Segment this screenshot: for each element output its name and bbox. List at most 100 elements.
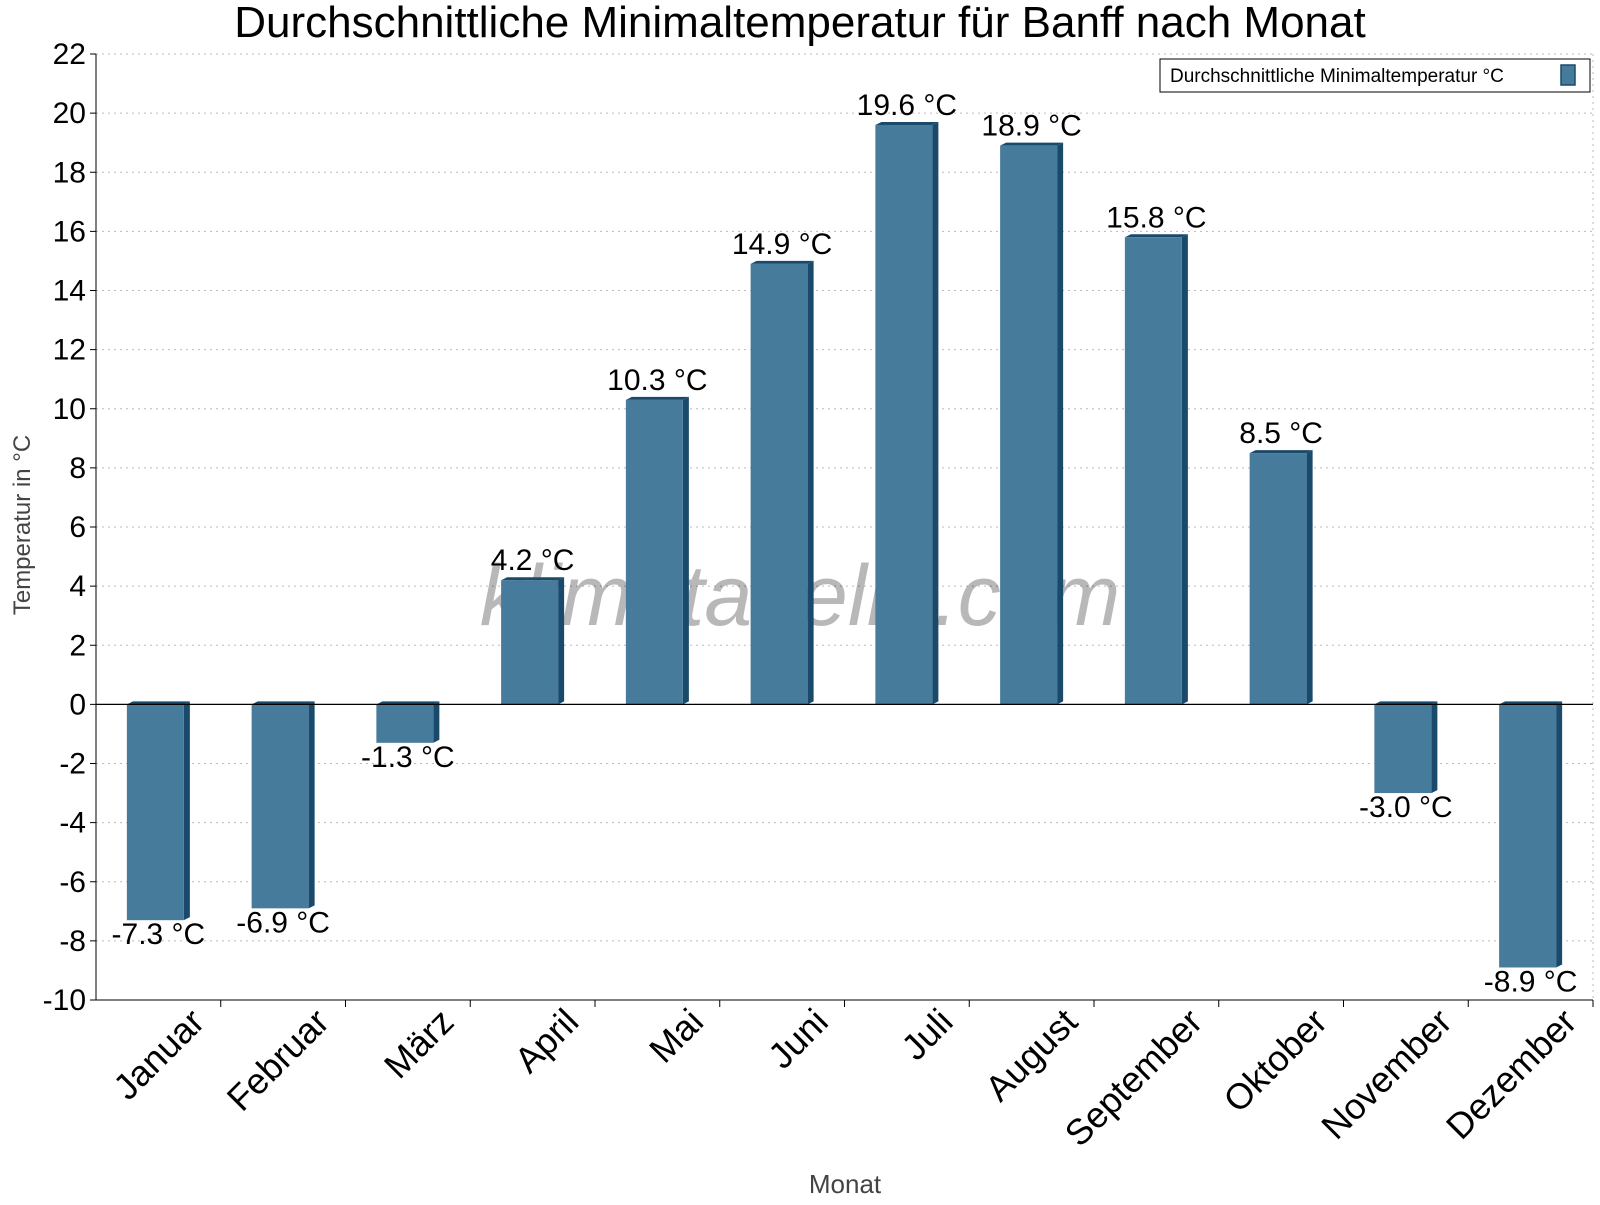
legend-label: Durchschnittliche Minimaltemperatur °C: [1170, 66, 1504, 87]
bar-top: [1000, 142, 1064, 146]
bar-top: [1499, 701, 1563, 705]
bar-side: [932, 121, 939, 705]
bars: [126, 121, 1563, 968]
x-tick-label: Juli: [893, 1001, 960, 1068]
y-tick-label: 12: [53, 334, 86, 367]
bar-side: [1431, 701, 1438, 794]
data-label: -8.9 °C: [1484, 965, 1578, 998]
y-tick-label: 16: [53, 215, 86, 248]
bar-front: [1124, 237, 1182, 705]
data-label: -6.9 °C: [236, 906, 330, 939]
bar-side: [433, 701, 440, 743]
bar-top: [625, 396, 689, 400]
x-tick-label: November: [1313, 1001, 1459, 1147]
data-label: 10.3 °C: [607, 364, 707, 397]
y-tick-label: 4: [69, 570, 86, 603]
y-tick-label: 10: [53, 393, 86, 426]
bar-front: [625, 399, 683, 705]
bar-front: [1499, 704, 1557, 968]
bar-januar: [126, 701, 190, 921]
x-tick-label: September: [1057, 1001, 1211, 1155]
bar-front: [875, 124, 933, 705]
x-tick-label: Dezember: [1438, 1001, 1584, 1147]
bar-side: [1057, 142, 1064, 705]
bar-side: [183, 701, 190, 921]
bar-september: [1124, 234, 1188, 705]
bar-front: [1374, 704, 1432, 794]
x-tick-label: Juni: [760, 1001, 836, 1077]
bar-dezember: [1499, 701, 1563, 968]
bar-side: [682, 396, 689, 705]
bar-top: [501, 577, 565, 581]
y-tick-label: -10: [43, 984, 86, 1017]
data-label: 19.6 °C: [857, 89, 957, 122]
y-tick-label: -4: [59, 807, 86, 840]
bar-top: [1374, 701, 1438, 705]
x-tick-label: März: [376, 1001, 462, 1087]
x-tick-label: Mai: [641, 1001, 711, 1071]
y-tick-label: 20: [53, 97, 86, 130]
data-label: -1.3 °C: [361, 741, 455, 774]
bar-juni: [750, 260, 814, 705]
data-label: 18.9 °C: [981, 110, 1081, 143]
x-axis-title: Monat: [809, 1169, 882, 1199]
y-tick-label: 8: [69, 452, 86, 485]
y-tick-label: -6: [59, 866, 86, 899]
bar-top: [1249, 450, 1313, 454]
y-tick-label: 6: [69, 511, 86, 544]
bar-side: [1181, 234, 1188, 705]
data-label: -3.0 °C: [1359, 791, 1453, 824]
bar-side: [558, 577, 565, 705]
bar-top: [126, 701, 190, 705]
x-tick-label: Februar: [219, 1001, 337, 1119]
data-label: 4.2 °C: [491, 544, 575, 577]
bar-top: [251, 701, 315, 705]
bar-front: [126, 704, 184, 921]
bar-top: [750, 260, 814, 264]
bar-juli: [875, 121, 939, 705]
bar-side: [807, 260, 814, 705]
chart-title: Durchschnittliche Minimaltemperatur für …: [234, 0, 1365, 47]
x-tick-label: Januar: [105, 1001, 212, 1108]
bar-side: [1306, 450, 1313, 705]
bar-front: [1249, 453, 1307, 705]
y-tick-label: 22: [53, 38, 86, 71]
bar-märz: [376, 701, 440, 743]
y-axis-title: Temperatur in °C: [9, 435, 36, 615]
bar-front: [376, 704, 434, 743]
bar-front: [501, 580, 559, 705]
x-tick-label: August: [977, 1001, 1085, 1109]
y-tick-label: 0: [69, 688, 86, 721]
bar-top: [376, 701, 440, 705]
bar-april: [501, 577, 565, 705]
x-tick-label: April: [506, 1001, 586, 1081]
bar-august: [1000, 142, 1064, 705]
bar-top: [1124, 234, 1188, 238]
legend-box: [1159, 58, 1591, 93]
bar-top: [875, 121, 939, 125]
x-tick-label: Oktober: [1215, 1001, 1335, 1121]
bar-mai: [625, 396, 689, 705]
bar-november: [1374, 701, 1438, 794]
bar-front: [251, 704, 309, 909]
bar-front: [1000, 145, 1058, 705]
bar-front: [750, 263, 808, 705]
grid-lines: [96, 53, 1594, 1001]
y-tick-label: -2: [59, 748, 86, 781]
data-labels: -7.3 °C -6.9 °C -1.3 °C 4.2 °C 10.3 °C 14.9 °…: [112, 89, 1578, 999]
data-label: 15.8 °C: [1106, 201, 1206, 234]
bar-side: [308, 701, 315, 909]
data-label: 8.5 °C: [1239, 417, 1323, 450]
legend: Durchschnittliche Minimaltemperatur °C: [1159, 58, 1591, 93]
bar-februar: [251, 701, 315, 909]
data-label: -7.3 °C: [112, 918, 206, 951]
y-tick-label: 2: [69, 629, 86, 662]
legend-swatch: [1560, 64, 1576, 86]
bar-side: [1556, 701, 1563, 968]
bar-oktober: [1249, 450, 1313, 705]
y-tick-label: 14: [53, 275, 86, 308]
y-tick-label: -8: [59, 925, 86, 958]
data-label: 14.9 °C: [732, 228, 832, 261]
